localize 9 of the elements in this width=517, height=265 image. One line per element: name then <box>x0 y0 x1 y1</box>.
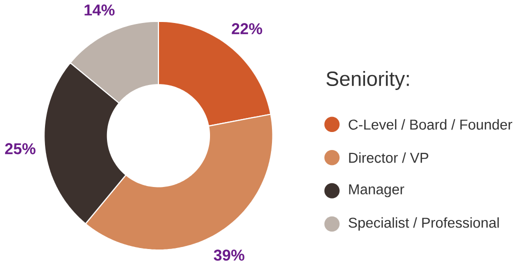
data-label: 14% <box>84 4 115 16</box>
data-label: 25% <box>5 143 36 154</box>
legend-label: Director / VP <box>349 152 428 163</box>
legend-title: Seniority: <box>326 70 409 90</box>
legend-label: C-Level / Board / Founder <box>348 119 512 130</box>
legend-label: Specialist / Professional <box>348 217 499 230</box>
legend-label: Manager <box>349 184 404 198</box>
data-label: 39% <box>214 249 244 261</box>
data-label: 22% <box>232 23 262 34</box>
